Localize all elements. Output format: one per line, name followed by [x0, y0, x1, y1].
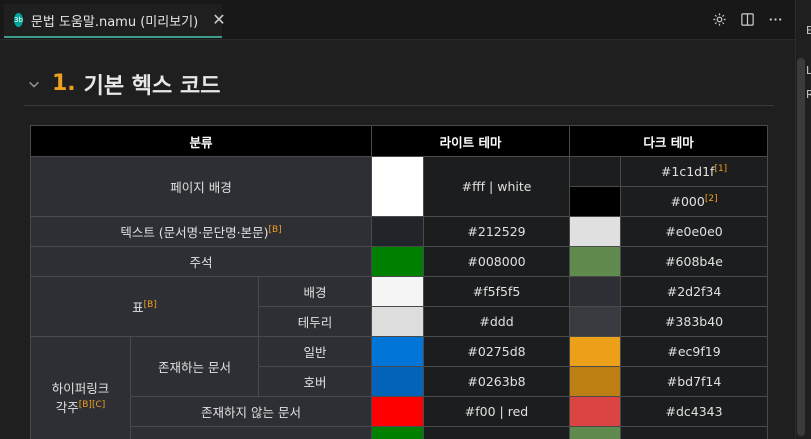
table-row: 존재하지 않는 문서 #f00 | red #dc4343	[31, 396, 769, 427]
hex-value: #2d2f34	[620, 276, 769, 307]
panel-fragment: R	[806, 88, 811, 101]
panel-fragment: E	[806, 24, 811, 37]
hex-value	[423, 426, 571, 439]
row-label: 페이지 배경	[29, 156, 373, 217]
row-label: 표[B]	[30, 276, 259, 337]
panel-fragment: L	[806, 64, 811, 77]
split-editor-icon[interactable]	[739, 11, 755, 27]
table-row: 표[B] 배경 #f5f5f5 #2d2f34	[30, 276, 769, 337]
column-header: 분류	[29, 125, 373, 157]
section-heading[interactable]: 1. 기본 헥스 코드	[24, 62, 774, 106]
color-swatch	[371, 216, 425, 247]
row-sublabel: 존재하는 문서	[130, 336, 259, 397]
table-row: #000[2]	[31, 186, 769, 217]
table-row	[31, 426, 769, 439]
label-text: 각주	[55, 399, 79, 415]
hex-text: #1c1d1f	[660, 164, 715, 180]
hex-value: #fff | white	[423, 156, 571, 217]
footnote-link[interactable]: [B]	[268, 224, 282, 235]
hex-value: #008000	[423, 246, 571, 277]
hex-value: #dc4343	[620, 396, 769, 427]
footnote-link[interactable]: [2]	[704, 193, 718, 204]
section-number[interactable]: 1.	[52, 71, 76, 96]
color-swatch	[569, 306, 622, 337]
color-swatch	[371, 336, 425, 367]
hex-value: #212529	[423, 216, 571, 247]
color-swatch	[371, 426, 425, 439]
color-swatch	[569, 186, 622, 217]
hex-value: #0263b8	[423, 366, 571, 397]
section-title: 기본 헥스 코드	[83, 73, 221, 99]
vertical-scrollbar[interactable]	[797, 58, 805, 436]
color-swatch	[569, 156, 622, 187]
row-sublabel: 테두리	[257, 306, 373, 337]
hex-value: #608b4e	[620, 246, 769, 277]
color-swatch	[371, 246, 425, 277]
row-sublabel: 호버	[257, 366, 373, 397]
row-sublabel	[129, 426, 373, 439]
footnote-link[interactable]: [B][C]	[78, 399, 106, 410]
color-swatch	[569, 366, 622, 397]
editor-tab-bar: 3b 문법 도움말.namu (미리보기) ✕	[0, 0, 795, 40]
color-swatch	[371, 306, 425, 337]
hex-value: #000[2]	[620, 186, 769, 217]
color-swatch	[569, 216, 622, 247]
table-row: 호버 #0263b8 #bd7f14	[31, 366, 769, 397]
editor-actions	[711, 11, 783, 27]
row-label: 주석	[29, 246, 373, 277]
table-row: 페이지 배경 #fff | white #1c1d1f[1]	[29, 156, 769, 217]
preview-content: 1. 기본 헥스 코드 분류 라이트 테마 다크 테마 페이지 배경 #fff …	[0, 40, 795, 439]
hex-value: #383b40	[620, 306, 769, 337]
footnote-link[interactable]: [1]	[714, 163, 728, 174]
color-swatch	[371, 156, 425, 217]
color-swatch	[569, 246, 622, 277]
hex-value: #ddd	[423, 306, 571, 337]
label-text: 하이퍼링크	[51, 380, 110, 396]
row-sublabel: 배경	[257, 276, 373, 307]
table-row: 텍스트 (문서명·문단명·본문)[B] #212529 #e0e0e0	[29, 216, 769, 247]
label-text: 텍스트 (문서명·문단명·본문)	[120, 225, 269, 240]
column-header: 다크 테마	[569, 125, 769, 157]
hex-text: #000	[670, 194, 705, 210]
hex-value: #ec9f19	[620, 336, 769, 367]
color-table: 분류 라이트 테마 다크 테마 페이지 배경 #fff | white #1c1…	[29, 125, 769, 439]
tab-title: 문법 도움말.namu (미리보기)	[30, 14, 199, 30]
hex-value: #f00 | red	[423, 396, 571, 427]
chevron-down-icon[interactable]	[24, 74, 44, 94]
hex-value	[620, 426, 769, 439]
more-icon[interactable]	[767, 11, 783, 27]
table-header-row: 분류 라이트 테마 다크 테마	[29, 125, 769, 157]
color-swatch	[371, 396, 425, 427]
namu-file-icon: 3b	[14, 13, 23, 27]
label-text: 표	[132, 300, 144, 315]
table-row: 테두리 #ddd #383b40	[31, 306, 769, 337]
color-swatch	[371, 366, 425, 397]
footnote-link[interactable]: [B]	[143, 299, 157, 310]
hex-value: #f5f5f5	[423, 276, 571, 307]
tab-preview[interactable]: 3b 문법 도움말.namu (미리보기) ✕	[4, 4, 226, 38]
row-sublabel: 존재하지 않는 문서	[129, 396, 373, 427]
hex-value: #bd7f14	[620, 366, 769, 397]
row-sublabel: 일반	[257, 336, 373, 367]
hex-value: #e0e0e0	[620, 216, 769, 247]
close-icon[interactable]: ✕	[212, 10, 226, 29]
color-swatch	[569, 396, 622, 427]
gear-icon[interactable]	[711, 11, 727, 27]
hex-value: #0275d8	[423, 336, 571, 367]
hex-value: #1c1d1f[1]	[620, 156, 769, 187]
color-swatch	[569, 276, 622, 307]
row-label: 텍스트 (문서명·문단명·본문)[B]	[29, 216, 373, 247]
table-row: 주석 #008000 #608b4e	[29, 246, 769, 277]
column-header: 라이트 테마	[371, 125, 571, 157]
color-swatch	[569, 426, 622, 439]
color-swatch	[569, 336, 622, 367]
color-swatch	[371, 276, 425, 307]
